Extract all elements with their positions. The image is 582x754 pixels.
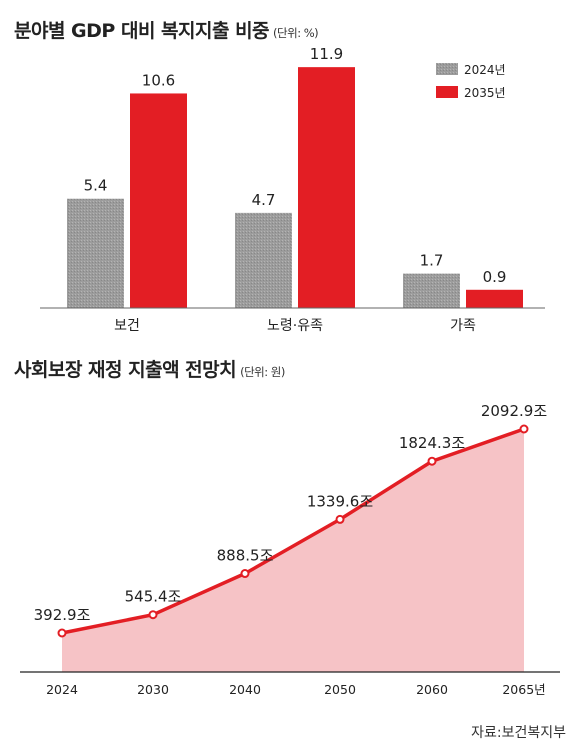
bar-value-label: 5.4 xyxy=(84,177,108,195)
bar-2024-2 xyxy=(403,273,460,308)
bar-value-label: 4.7 xyxy=(252,191,276,209)
legend-swatch-1 xyxy=(436,86,458,98)
legend-label-1: 2035년 xyxy=(464,86,506,100)
category-label: 가족 xyxy=(450,318,476,334)
x-tick-label: 2024 xyxy=(46,682,78,697)
point-value-label: 1339.6조 xyxy=(307,492,373,510)
source-note: 자료:보건복지부 xyxy=(471,725,566,741)
bar-2035-2 xyxy=(466,289,523,308)
category-label: 노령·유족 xyxy=(267,318,323,334)
point-value-label: 2092.9조 xyxy=(481,402,547,420)
series-line xyxy=(61,427,525,635)
bar-2024-1 xyxy=(235,212,292,308)
area-fill xyxy=(62,429,524,672)
point-value-label: 888.5조 xyxy=(217,547,274,565)
category-label: 보건 xyxy=(114,318,140,334)
bar-chart-unit: (단위: %) xyxy=(273,26,319,40)
bar-chart-title: 분야별 GDP 대비 복지지출 비중 (단위: %) xyxy=(14,16,319,43)
data-point xyxy=(519,424,529,434)
data-point xyxy=(57,628,67,638)
legend-label-0: 2024년 xyxy=(464,63,506,77)
bar-value-label: 10.6 xyxy=(142,71,175,89)
x-tick-label: 2050 xyxy=(324,682,356,697)
bar-2035-1 xyxy=(298,67,355,308)
data-point xyxy=(240,569,250,579)
point-value-label: 392.9조 xyxy=(34,606,91,624)
x-tick-label: 2030 xyxy=(137,682,169,697)
bar-2035-0 xyxy=(130,93,187,309)
line-chart-unit: (단위: 원) xyxy=(240,365,285,379)
legend-swatch-0 xyxy=(436,63,458,75)
bar-value-label: 1.7 xyxy=(420,252,444,270)
x-tick-label: 2065년 xyxy=(502,682,545,697)
x-tick-label: 2060 xyxy=(416,682,448,697)
bar-value-label: 0.9 xyxy=(483,268,507,286)
data-point xyxy=(148,610,158,620)
bar-2024-0 xyxy=(67,198,124,308)
line-chart-title: 사회보장 재정 지출액 전망치 (단위: 원) xyxy=(14,355,285,382)
x-tick-label: 2040 xyxy=(229,682,261,697)
data-point xyxy=(427,456,437,466)
point-value-label: 1824.3조 xyxy=(399,434,465,452)
bar-chart: 5.4 10.6 보건 4.7 11.9 노령·유족 1.7 0.9 가족 2024년 2035년 xyxy=(40,45,545,334)
bar-value-label: 11.9 xyxy=(310,45,343,63)
data-point xyxy=(335,514,345,524)
bar-chart-title-text: 분야별 GDP 대비 복지지출 비중 xyxy=(14,20,270,42)
area-chart: 392.9조 545.4조 888.5조 1339.6조 1824.3조 2092.9조 2… xyxy=(20,402,560,697)
line-chart-title-text: 사회보장 재정 지출액 전망치 xyxy=(14,359,237,381)
point-value-label: 545.4조 xyxy=(125,588,182,606)
